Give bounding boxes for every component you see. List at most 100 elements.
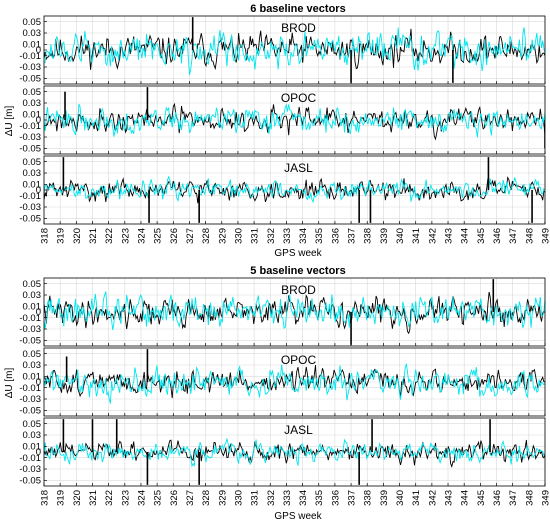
x-tick-label: 326 (169, 228, 180, 244)
x-tick-label: 343 (444, 228, 455, 244)
x-tick-label: 348 (524, 228, 535, 244)
station-label: OPOC (281, 91, 317, 105)
x-tick-label: 349 (541, 490, 550, 506)
x-tick-label: 323 (120, 228, 131, 244)
x-tick-label: 322 (104, 490, 115, 506)
x-tick-label: 339 (379, 490, 390, 506)
y-tick-label: -0.05 (19, 336, 41, 347)
x-tick-label: 322 (104, 228, 115, 244)
x-tick-label: 324 (137, 228, 148, 244)
x-tick-label: 334 (298, 490, 309, 506)
y-tick-label: -0.03 (19, 464, 41, 475)
y-tick-label: 0.05 (23, 157, 42, 168)
y-tick-label: 0.05 (23, 419, 42, 430)
x-tick-label: 337 (347, 228, 358, 244)
x-tick-label: 340 (395, 490, 406, 506)
y-tick-label: 0.03 (23, 360, 42, 371)
x-tick-label: 338 (363, 228, 374, 244)
series-line-cyan (44, 364, 545, 404)
x-tick-label: 345 (476, 490, 487, 506)
x-tick-label: 321 (88, 228, 99, 244)
y-tick-label: -0.05 (19, 406, 41, 417)
x-tick-label: 323 (120, 490, 131, 506)
x-tick-label: 330 (233, 490, 244, 506)
y-tick-label: -0.05 (19, 214, 41, 225)
x-axis-label-2: GPS week (274, 511, 322, 522)
series-line-black (44, 365, 545, 398)
station-label: JASL (284, 161, 313, 175)
y-axis-label-1: ΔU [m] (4, 106, 15, 137)
x-tick-label: 325 (153, 490, 164, 506)
x-tick-label: 338 (363, 490, 374, 506)
y-tick-label: 0.05 (23, 279, 42, 290)
y-tick-label: -0.03 (19, 62, 41, 73)
x-tick-label: 334 (298, 228, 309, 244)
x-tick-label: 330 (233, 228, 244, 244)
x-tick-label: 343 (444, 490, 455, 506)
x-tick-label: 340 (395, 228, 406, 244)
x-tick-label: 328 (201, 490, 212, 506)
x-tick-label: 348 (524, 490, 535, 506)
y-tick-label: -0.03 (19, 132, 41, 143)
y-tick-label: 0.03 (23, 430, 42, 441)
y-tick-label: 0.05 (23, 17, 42, 28)
x-tick-label: 346 (492, 228, 503, 244)
x-tick-label: 320 (72, 228, 83, 244)
x-tick-label: 331 (250, 490, 261, 506)
x-tick-label: 324 (137, 490, 148, 506)
y-tick-label: -0.03 (19, 324, 41, 335)
station-label: BROD (281, 21, 316, 35)
x-tick-label: 326 (169, 490, 180, 506)
y-tick-label: 0.03 (23, 290, 42, 301)
x-tick-label: 337 (347, 490, 358, 506)
x-tick-label: 318 (40, 490, 51, 506)
x-tick-label: 329 (217, 228, 228, 244)
x-tick-label: 327 (185, 228, 196, 244)
x-tick-label: 336 (330, 490, 341, 506)
x-tick-label: 341 (411, 228, 422, 244)
y-tick-label: 0.05 (23, 87, 42, 98)
x-tick-label: 344 (460, 228, 471, 244)
x-tick-label: 318 (40, 228, 51, 244)
x-tick-label: 342 (427, 490, 438, 506)
y-tick-label: 0.03 (23, 168, 42, 179)
x-tick-label: 333 (282, 490, 293, 506)
y-tick-label: -0.01 (19, 121, 41, 132)
x-tick-label: 332 (266, 490, 277, 506)
x-tick-label: 344 (460, 490, 471, 506)
y-tick-label: -0.01 (19, 51, 41, 62)
x-tick-label: 339 (379, 228, 390, 244)
figure-title-1: 6 baseline vectors (250, 3, 345, 15)
y-tick-label: -0.05 (19, 476, 41, 487)
x-tick-label: 325 (153, 228, 164, 244)
x-tick-label: 336 (330, 228, 341, 244)
y-tick-label: 0.03 (23, 28, 42, 39)
y-axis-label-2: ΔU [m] (4, 368, 15, 399)
y-tick-label: -0.05 (19, 144, 41, 155)
station-label: BROD (281, 283, 316, 297)
x-tick-label: 320 (72, 490, 83, 506)
x-tick-label: 346 (492, 490, 503, 506)
x-tick-label: 347 (508, 228, 519, 244)
x-tick-label: 331 (250, 228, 261, 244)
figure-title-2: 5 baseline vectors (250, 265, 345, 277)
station-label: JASL (284, 423, 313, 437)
x-axis-label-1: GPS week (274, 248, 322, 259)
y-tick-label: -0.03 (19, 202, 41, 213)
y-tick-label: 0.05 (23, 349, 42, 360)
x-tick-label: 333 (282, 228, 293, 244)
y-tick-label: -0.01 (19, 453, 41, 464)
y-tick-label: -0.01 (19, 191, 41, 202)
y-tick-label: -0.03 (19, 394, 41, 405)
x-tick-label: 335 (314, 228, 325, 244)
x-tick-label: 335 (314, 490, 325, 506)
y-tick-label: 0.03 (23, 98, 42, 109)
x-tick-label: 321 (88, 490, 99, 506)
